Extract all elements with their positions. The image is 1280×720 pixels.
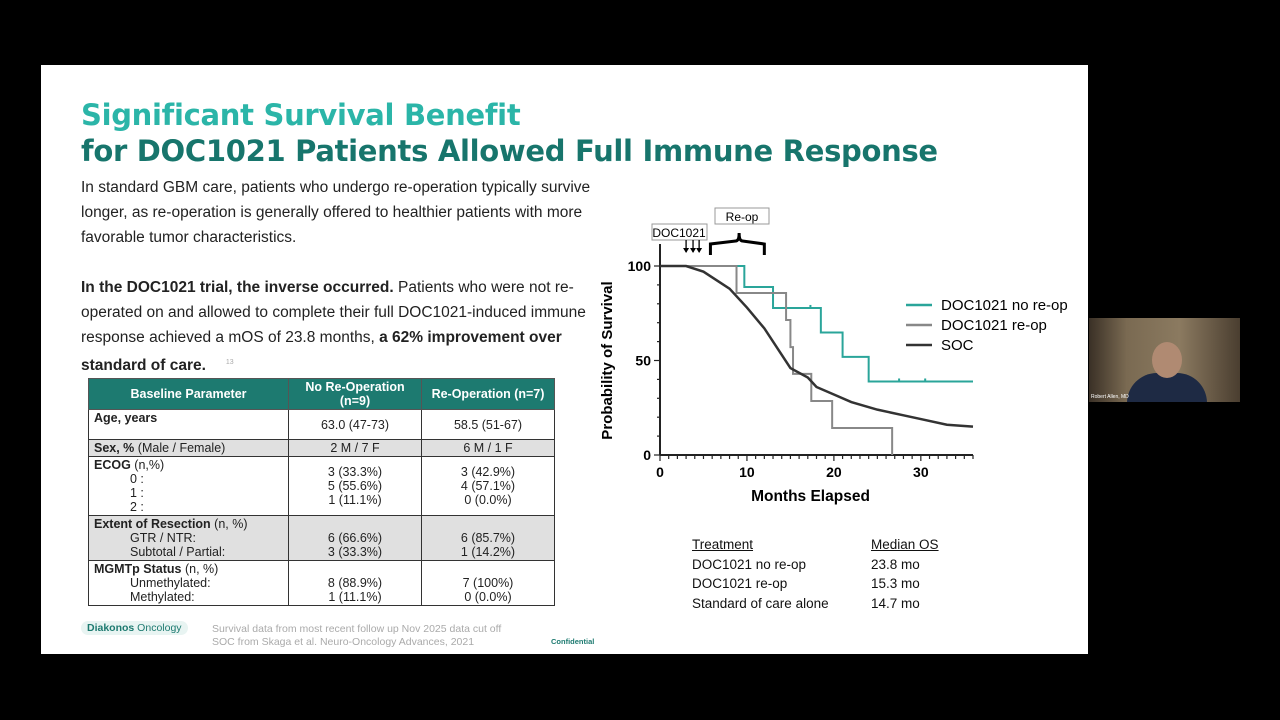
cell: 58.5 (51-67) <box>421 409 555 440</box>
table-row: ECOG (n,%) 0 : 1 : 2 : 3 (33.3%) 5 (55.6%… <box>88 456 555 516</box>
survival-chart: 0 10 20 30 0 50 100 Months Elapsed Probability o… <box>599 207 1068 505</box>
header-param: Baseline Parameter <box>88 378 289 410</box>
result-bold2: a 62% improvement over standard of care. <box>81 329 562 375</box>
row-label-sub: (n,%) <box>130 458 165 472</box>
cell: 6 (85.7%) 1 (14.2%) <box>421 515 555 561</box>
table-row: Extent of Resection (n, %) GTR / NTR: Su… <box>88 515 555 561</box>
row-label: Age, years <box>94 411 158 425</box>
legend-label: DOC1021 re-op <box>941 317 1047 334</box>
table-row: Sex, % (Male / Female) 2 M / 7 F 6 M / 1… <box>88 439 555 457</box>
dose-arrow-head <box>683 248 690 253</box>
row-label-sub: (n, %) <box>181 562 219 576</box>
sub-label: 0 : <box>130 472 144 486</box>
result-text: Patients who were not re-operated on and… <box>81 279 586 346</box>
result-bold: In the DOC1021 trial, the inverse occurr… <box>81 279 394 296</box>
webcam-video[interactable]: Robert Allen, MD <box>1089 318 1240 402</box>
slide: Significant Survival Benefit for DOC1021… <box>41 65 1088 654</box>
series-line-2 <box>660 264 974 428</box>
cell: 3 (33.3%) 5 (55.6%) 1 (11.1%) <box>288 456 422 516</box>
result-paragraph: In the DOC1021 trial, the inverse occurr… <box>81 275 606 378</box>
cell: 3 (42.9%) 4 (57.1%) 0 (0.0%) <box>421 456 555 516</box>
x-axis-label: Months Elapsed <box>751 488 870 505</box>
reop-bracket <box>708 232 766 255</box>
slide-title-line1: Significant Survival Benefit <box>81 98 521 132</box>
median-os-value: 14.7 mo <box>871 595 920 611</box>
x-tick-label: 10 <box>739 464 755 480</box>
x-tick-label: 20 <box>826 464 842 480</box>
reop-annotation-box <box>714 207 770 225</box>
table-row: Age, years 63.0 (47-73) 58.5 (51-67) <box>88 409 555 440</box>
row-label-sub: (Male / Female) <box>134 441 226 455</box>
treatment-name: Standard of care alone <box>692 595 829 611</box>
sub-label: GTR / NTR: <box>130 531 196 545</box>
slide-title-line2: for DOC1021 Patients Allowed Full Immune… <box>81 134 938 168</box>
y-tick-label: 50 <box>635 353 651 369</box>
sub-label: 1 : <box>130 486 144 500</box>
webcam-name: Robert Allen, MD <box>1091 394 1129 400</box>
cell: 6 M / 1 F <box>421 439 555 457</box>
legend-label: DOC1021 no re-op <box>941 297 1068 314</box>
sub-label: Methylated: <box>130 590 195 604</box>
footnote-1: Survival data from most recent follow up… <box>212 623 502 635</box>
sub-label: Unmethylated: <box>130 576 211 590</box>
presenter-head <box>1152 342 1182 378</box>
y-axis-label: Probability of Survival <box>599 281 616 439</box>
series-line-0 <box>660 265 973 383</box>
confidential-label: Confidential <box>551 637 595 646</box>
median-os-value: 15.3 mo <box>871 576 920 591</box>
treatment-name: DOC1021 no re-op <box>692 556 807 572</box>
cell: 8 (88.9%) 1 (11.1%) <box>288 560 422 606</box>
treatment-header: Treatment <box>692 537 754 552</box>
intro-paragraph: In standard GBM care, patients who under… <box>81 179 591 246</box>
table-header: Baseline Parameter No Re-Operation (n=9)… <box>88 378 555 410</box>
sub-label: Subtotal / Partial: <box>130 545 226 559</box>
dose-arrow-head <box>696 248 703 253</box>
row-label: Extent of Resection <box>94 517 211 531</box>
dose-arrow-head <box>690 248 697 253</box>
y-tick-label: 100 <box>628 258 652 274</box>
treatment-name: DOC1021 re-op <box>692 576 788 591</box>
cell: 2 M / 7 F <box>288 439 422 457</box>
x-tick-label: 30 <box>913 464 929 480</box>
doc1021-annotation: DOC1021 <box>652 226 706 240</box>
median-os-header: Median OS <box>871 537 939 552</box>
reop-annotation: Re-op <box>726 210 759 224</box>
cell: 7 (100%) 0 (0.0%) <box>421 560 555 606</box>
company-logo: Diakonos Oncology <box>81 621 188 635</box>
row-label-sub: (n, %) <box>210 517 248 531</box>
baseline-table: Baseline Parameter No Re-Operation (n=9)… <box>88 378 555 606</box>
cell: 63.0 (47-73) <box>288 409 422 440</box>
x-tick-label: 0 <box>656 464 664 480</box>
legend-label: SOC <box>941 337 974 354</box>
doc1021-annotation-box <box>651 223 708 241</box>
median-os-value: 23.8 mo <box>871 556 920 572</box>
y-tick-label: 0 <box>643 447 651 463</box>
median-os-value-col: Median OS 23.8 mo 15.3 mo 14.7 mo <box>871 535 939 613</box>
header-no-reop: No Re-Operation (n=9) <box>288 378 422 410</box>
cell: 6 (66.6%) 3 (33.3%) <box>288 515 422 561</box>
row-label: Sex, % <box>94 441 135 455</box>
median-os-treatment-col: Treatment DOC1021 no re-op DOC1021 re-op… <box>692 535 829 613</box>
page-number: 13 <box>225 359 234 366</box>
header-reop: Re-Operation (n=7) <box>421 378 555 410</box>
row-label: ECOG <box>94 458 131 472</box>
row-label: MGMTp Status <box>94 562 182 576</box>
series-line-1 <box>660 265 894 455</box>
footnote-2: SOC from Skaga et al. Neuro-Oncology Adv… <box>212 636 475 648</box>
table-row: MGMTp Status (n, %) Unmethylated: Methyl… <box>88 560 555 606</box>
sub-label: 2 : <box>130 500 144 514</box>
